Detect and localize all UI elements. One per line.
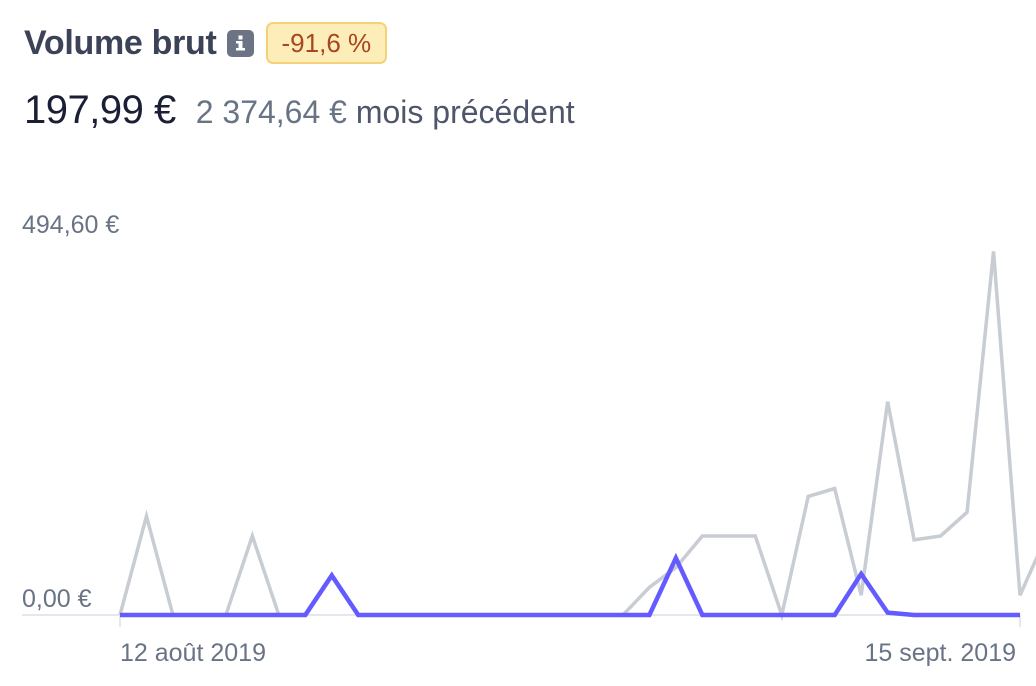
x-label-start: 12 août 2019: [120, 639, 266, 667]
previous-series-line-2: [621, 251, 1036, 622]
x-label-end: 15 sept. 2019: [864, 639, 1016, 667]
previous-series-line-0: [118, 509, 175, 616]
chart-header: Volume brut -91,6 %: [24, 22, 388, 64]
previous-label: mois précédent: [355, 94, 575, 130]
current-value: 197,99 €: [24, 88, 176, 132]
current-series-line-0: [120, 552, 1020, 618]
summary-amounts: 197,99 € 2 374,64 € mois précédent: [24, 88, 575, 133]
previous-series-line-1: [224, 530, 281, 616]
previous-summary: 2 374,64 € mois précédent: [196, 94, 575, 131]
previous-value: 2 374,64 €: [195, 94, 347, 130]
change-badge: -91,6 %: [265, 22, 388, 64]
y-tick-zero: 0,00 €: [22, 585, 92, 613]
y-tick-max: 494,60 €: [22, 211, 119, 239]
info-icon[interactable]: [226, 29, 254, 57]
chart-title: Volume brut: [24, 23, 217, 62]
